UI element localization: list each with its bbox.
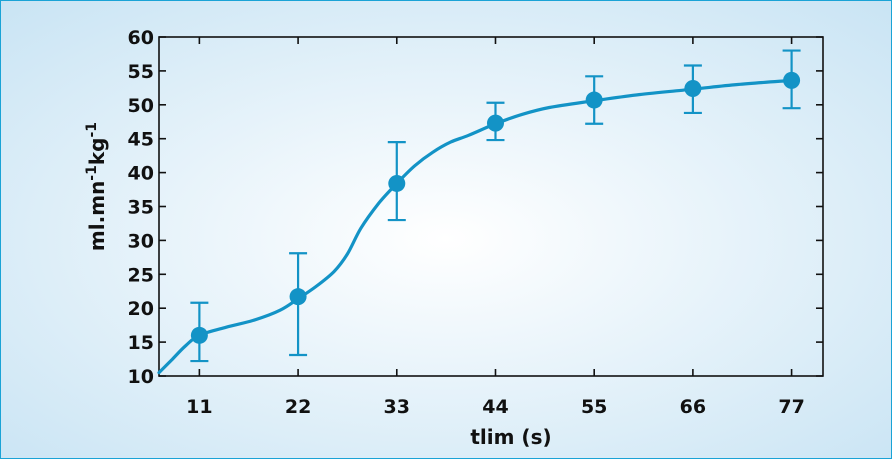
data-point xyxy=(190,326,208,344)
x-tick-label: 66 xyxy=(680,396,706,418)
y-axis-title-superscript: -1 xyxy=(84,122,100,138)
y-tick-label: 45 xyxy=(128,129,154,151)
y-tick-label: 25 xyxy=(128,264,154,286)
y-tick-labels: 10 15 20 25 30 35 40 45 50 55 60 xyxy=(128,27,154,388)
y-tick-label: 15 xyxy=(128,332,154,354)
data-point xyxy=(783,71,801,89)
x-tick-label: 33 xyxy=(384,396,410,418)
data-points xyxy=(190,71,801,344)
x-axis-title: tlim (s) xyxy=(470,425,551,449)
y-tick-label: 50 xyxy=(128,95,154,117)
y-axis-title-text: ml.mn xyxy=(85,181,109,251)
axes xyxy=(158,36,824,377)
y-tick-label: 35 xyxy=(128,197,154,219)
x-tick-labels: 11 22 33 44 55 66 77 xyxy=(186,396,805,418)
y-tick-label: 55 xyxy=(128,61,154,83)
data-point xyxy=(585,91,603,109)
y-tick-label: 20 xyxy=(128,298,154,320)
y-axis-title-superscript: -1 xyxy=(84,165,100,181)
data-point xyxy=(486,114,504,132)
x-tick-label: 77 xyxy=(778,396,804,418)
x-tick-label: 11 xyxy=(186,396,212,418)
y-tick-label: 30 xyxy=(128,230,154,252)
x-tick-label: 22 xyxy=(285,396,311,418)
data-point xyxy=(388,174,406,192)
y-axis-title: ml.mn-1kg-1 xyxy=(84,122,109,251)
y-tick-label: 10 xyxy=(128,366,154,388)
x-tick-label: 44 xyxy=(482,396,508,418)
y-tick-label: 40 xyxy=(128,163,154,185)
y-tick-label: 60 xyxy=(128,27,154,49)
y-axis-title-text: kg xyxy=(85,138,109,166)
data-point xyxy=(684,80,702,98)
data-point xyxy=(289,288,307,306)
x-tick-label: 55 xyxy=(581,396,607,418)
